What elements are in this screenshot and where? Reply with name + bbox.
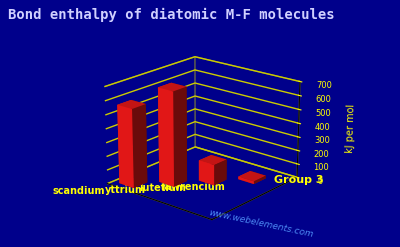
Text: Bond enthalpy of diatomic M-F molecules: Bond enthalpy of diatomic M-F molecules — [8, 7, 335, 21]
Text: www.webelements.com: www.webelements.com — [208, 208, 314, 239]
